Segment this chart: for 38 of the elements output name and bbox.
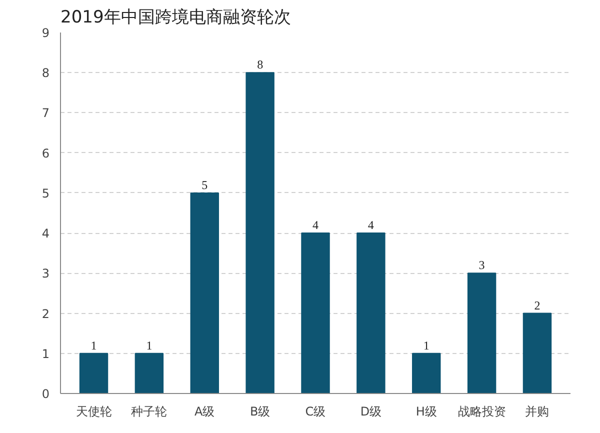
bar	[412, 352, 441, 394]
y-tick-label: 3	[42, 266, 50, 281]
bar	[246, 72, 274, 394]
y-tick-label: 2	[42, 306, 50, 321]
y-tick-label: 8	[42, 66, 50, 80]
x-tick-label: 种子轮	[131, 404, 168, 418]
bar	[467, 272, 496, 394]
data-label: 4	[312, 218, 318, 232]
y-tick-label: 9	[42, 26, 50, 40]
chart-title: 2019年中国跨境电商融资轮次	[60, 8, 291, 28]
bar	[134, 352, 164, 394]
data-label: 3	[478, 258, 485, 272]
data-label: 5	[202, 178, 208, 192]
bar	[522, 312, 552, 394]
y-tick-label: 6	[42, 146, 50, 160]
bar	[79, 352, 108, 394]
data-label: 1	[423, 338, 430, 352]
x-tick-label: 战略投资	[458, 404, 506, 418]
y-tick-label: 5	[42, 186, 50, 200]
x-tick-label: H级	[416, 404, 437, 418]
y-tick-label: 4	[42, 226, 50, 241]
x-tick-label: 天使轮	[76, 404, 112, 418]
y-tick-label: 0	[42, 387, 50, 401]
y-tick-label: 7	[42, 106, 50, 120]
bar	[301, 232, 330, 394]
bar	[190, 192, 219, 394]
x-tick-label: D级	[360, 404, 382, 418]
data-label: 1	[146, 338, 152, 352]
data-label: 2	[534, 298, 540, 312]
y-tick-label: 1	[42, 346, 50, 361]
x-tick-label: A级	[194, 404, 215, 418]
data-label: 1	[90, 338, 97, 352]
x-tick-label: B级	[250, 404, 270, 418]
x-tick-label: C级	[305, 404, 326, 418]
data-label: 8	[257, 58, 264, 72]
x-tick-label: 并购	[525, 404, 550, 418]
bar	[356, 232, 386, 394]
data-label: 4	[368, 218, 374, 232]
